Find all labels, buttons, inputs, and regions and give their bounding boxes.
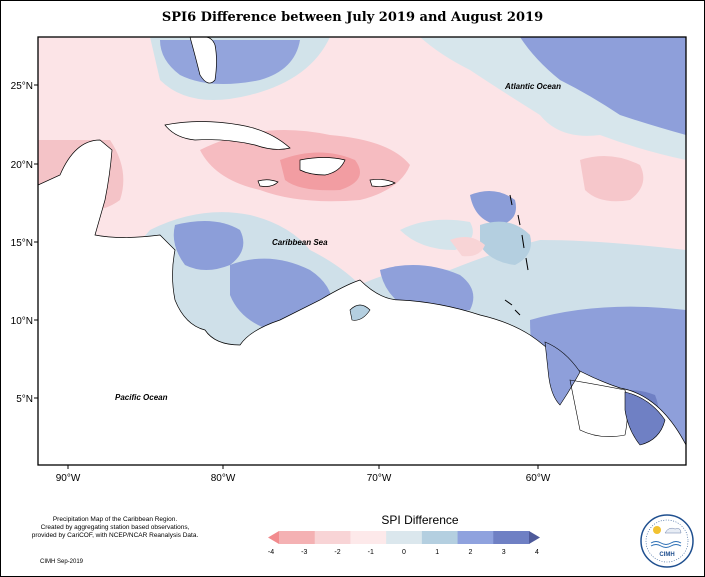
legend-tick-label: 0 [402, 549, 406, 556]
puerto-rico-land [369, 179, 396, 187]
longitude-axis: 90°W 80°W 70°W 60°W [56, 465, 551, 484]
atlantic-ocean-label: Atlantic Ocean [504, 82, 561, 91]
legend-colorbar: -4 -3 -2 -1 0 1 2 3 4 [268, 531, 540, 556]
legend-tick-label: 1 [435, 549, 439, 556]
hispaniola-land [299, 157, 346, 176]
lat-label: 10°N [11, 316, 33, 327]
lat-label: 5°N [16, 394, 33, 405]
spi-zone-atlantic-red [580, 156, 644, 202]
french-guiana-outline [624, 391, 666, 446]
florida-land [189, 37, 217, 84]
map-title: SPI6 Difference between July 2019 and Au… [161, 10, 544, 25]
pacific-ocean-label: Pacific Ocean [115, 393, 168, 402]
spi-zone-antilles-blue [470, 191, 516, 225]
logo-wave-icon [650, 544, 682, 548]
legend-swatch [493, 531, 530, 544]
map-plot-border [37, 36, 687, 466]
legend-tick-label: -1 [368, 549, 374, 556]
credit-text: CIMH Sep-2019 [40, 559, 84, 565]
caption-line: Created by aggregating station based obs… [40, 524, 190, 531]
cimh-logo: CIMH [640, 514, 694, 568]
legend-swatch [350, 531, 387, 544]
lon-label: 80°W [211, 473, 236, 484]
legend-swatch [386, 531, 423, 544]
legend-tick-label: -4 [268, 549, 274, 556]
lat-label: 15°N [11, 238, 33, 249]
legend-swatch [529, 531, 540, 544]
caption: Precipitation Map of the Caribbean Regio… [20, 516, 210, 540]
logo-sun-icon [653, 526, 661, 534]
lat-label: 25°N [11, 81, 33, 92]
legend-swatch [279, 531, 316, 544]
guyana-outline [544, 341, 581, 406]
legend-tick-label: -3 [301, 549, 307, 556]
logo-wave-icon [650, 541, 682, 545]
caption-line: Precipitation Map of the Caribbean Regio… [52, 516, 178, 523]
jamaica-land [257, 179, 279, 187]
logo-text: CIMH [659, 552, 674, 558]
lake-maracaibo [349, 304, 371, 321]
legend-swatch [457, 531, 494, 544]
land-masses [38, 37, 686, 465]
legend-title: SPI Difference [381, 513, 459, 527]
lat-label: 20°N [11, 160, 33, 171]
spi-zone-antilles-light-blue [480, 221, 531, 265]
spi-zone-nicaragua-blue [173, 221, 244, 270]
legend-swatch [421, 531, 459, 544]
legend-tick-label: 4 [535, 549, 539, 556]
caribbean-sea-label: Caribbean Sea [272, 238, 328, 247]
legend-swatch [314, 531, 351, 544]
logo-cloud-icon [664, 527, 682, 534]
legend-tick-label: 3 [502, 549, 506, 556]
lon-label: 60°W [526, 473, 551, 484]
cuba-land [164, 121, 291, 150]
legend-tick-label: -2 [334, 549, 340, 556]
lesser-antilles-islands [504, 194, 529, 316]
legend-swatch [268, 531, 279, 544]
spi-zone-small-red [450, 236, 485, 257]
lon-label: 90°W [56, 473, 81, 484]
latitude-axis: 25°N 20°N 15°N 10°N 5°N [11, 81, 38, 405]
legend-tick-label: 2 [469, 549, 473, 556]
lon-label: 70°W [367, 473, 392, 484]
caption-line: provided by CariCOF, with NCEP/NCAR Rean… [31, 532, 199, 539]
spi-zone-atlantic-blue [520, 37, 686, 135]
